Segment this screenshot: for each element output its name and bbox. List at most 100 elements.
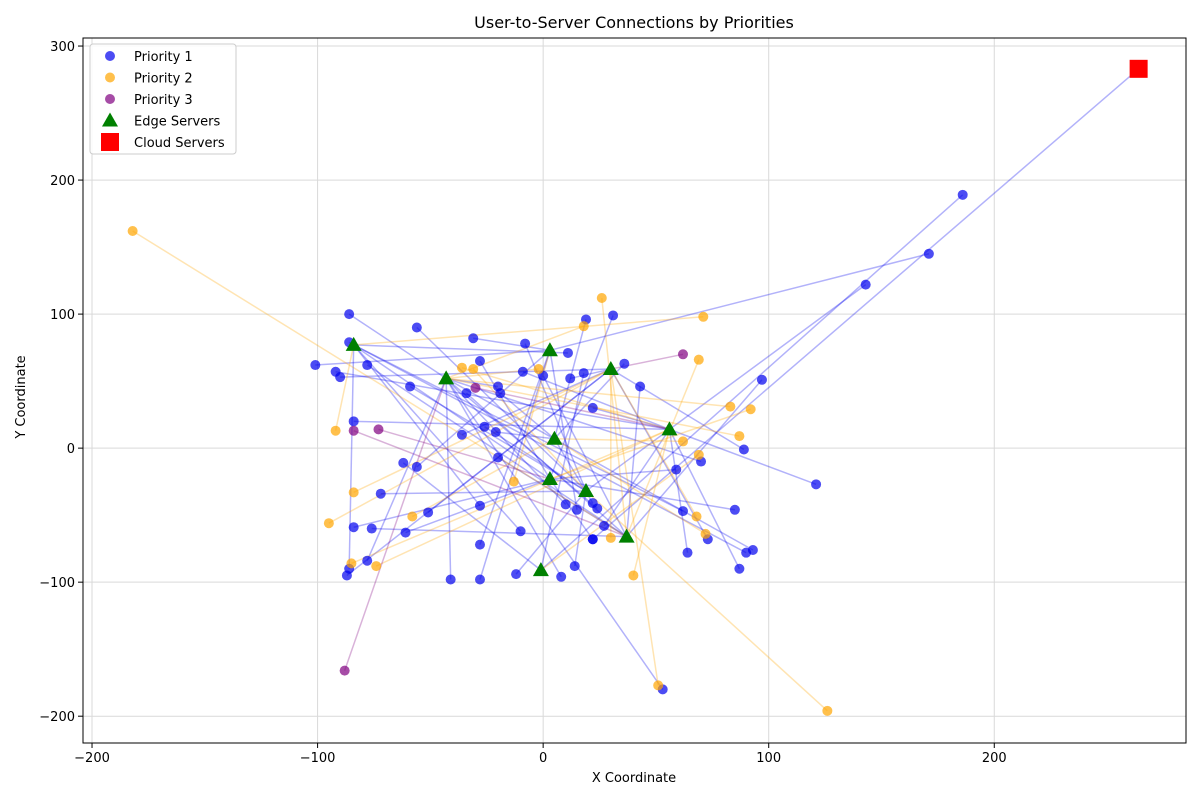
data-point[interactable] — [734, 431, 745, 442]
data-point[interactable] — [923, 248, 934, 259]
data-point[interactable] — [407, 511, 418, 522]
data-point[interactable] — [366, 523, 377, 534]
data-point[interactable] — [348, 522, 359, 533]
data-point[interactable] — [691, 511, 702, 522]
data-point[interactable] — [127, 226, 138, 237]
data-point[interactable] — [565, 373, 576, 384]
data-point[interactable] — [323, 518, 334, 529]
data-point[interactable] — [398, 457, 409, 468]
data-point[interactable] — [677, 349, 688, 360]
data-point[interactable] — [682, 547, 693, 558]
data-point[interactable] — [375, 488, 386, 499]
data-point[interactable] — [411, 322, 422, 333]
data-point[interactable] — [578, 368, 589, 379]
data-point[interactable] — [671, 464, 682, 475]
edge-server-marker[interactable] — [661, 421, 678, 436]
data-point[interactable] — [493, 452, 504, 463]
data-point[interactable] — [738, 444, 749, 455]
data-point[interactable] — [490, 427, 501, 438]
data-point[interactable] — [362, 555, 373, 566]
data-point[interactable] — [346, 558, 357, 569]
data-point[interactable] — [592, 503, 603, 514]
data-point[interactable] — [348, 487, 359, 498]
data-point[interactable] — [445, 574, 456, 585]
data-point[interactable] — [587, 402, 598, 413]
data-point[interactable] — [635, 381, 646, 392]
data-point[interactable] — [423, 507, 434, 518]
data-point[interactable] — [560, 499, 571, 510]
data-point[interactable] — [587, 534, 598, 545]
data-point[interactable] — [468, 333, 479, 344]
data-point[interactable] — [556, 571, 567, 582]
data-point[interactable] — [860, 279, 871, 290]
data-point[interactable] — [373, 424, 384, 435]
data-point[interactable] — [653, 680, 664, 691]
data-point[interactable] — [700, 528, 711, 539]
data-point[interactable] — [608, 310, 619, 321]
data-point[interactable] — [468, 364, 479, 375]
data-point[interactable] — [461, 388, 472, 399]
data-point[interactable] — [619, 358, 630, 369]
data-point[interactable] — [371, 561, 382, 572]
data-point[interactable] — [456, 362, 467, 373]
edge-server-marker[interactable] — [578, 483, 595, 498]
data-point[interactable] — [677, 436, 688, 447]
data-point[interactable] — [811, 479, 822, 490]
edge-server-marker[interactable] — [541, 470, 558, 485]
data-point[interactable] — [515, 526, 526, 537]
data-point[interactable] — [698, 311, 709, 322]
data-point[interactable] — [562, 347, 573, 358]
data-point[interactable] — [348, 416, 359, 427]
data-point[interactable] — [508, 476, 519, 487]
data-point[interactable] — [729, 504, 740, 515]
data-point[interactable] — [341, 570, 352, 581]
data-point[interactable] — [330, 425, 341, 436]
edge-server-marker[interactable] — [602, 361, 619, 376]
data-point[interactable] — [725, 401, 736, 412]
data-point[interactable] — [693, 449, 704, 460]
data-point[interactable] — [348, 425, 359, 436]
data-point[interactable] — [411, 461, 422, 472]
data-point[interactable] — [571, 504, 582, 515]
edge-server-marker[interactable] — [541, 342, 558, 357]
data-point[interactable] — [456, 429, 467, 440]
data-point[interactable] — [628, 570, 639, 581]
data-point[interactable] — [745, 404, 756, 415]
data-point[interactable] — [693, 354, 704, 365]
data-point[interactable] — [677, 506, 688, 517]
data-point[interactable] — [495, 388, 506, 399]
data-point[interactable] — [756, 374, 767, 385]
data-point[interactable] — [405, 381, 416, 392]
data-point[interactable] — [599, 520, 610, 531]
data-point[interactable] — [470, 382, 481, 393]
edge-server-marker[interactable] — [438, 370, 455, 385]
data-point[interactable] — [533, 364, 544, 375]
data-point[interactable] — [362, 360, 373, 371]
data-point[interactable] — [344, 309, 355, 320]
data-point[interactable] — [596, 293, 607, 304]
data-point[interactable] — [474, 539, 485, 550]
data-point[interactable] — [605, 532, 616, 543]
data-point[interactable] — [474, 500, 485, 511]
edge-server-marker[interactable] — [345, 336, 362, 351]
data-point[interactable] — [479, 421, 490, 432]
data-point[interactable] — [511, 569, 522, 580]
data-point[interactable] — [578, 321, 589, 332]
data-point[interactable] — [474, 356, 485, 367]
edge-server-marker[interactable] — [618, 528, 635, 543]
data-point[interactable] — [569, 561, 580, 572]
data-point[interactable] — [520, 338, 531, 349]
data-point[interactable] — [747, 544, 758, 555]
edge-server-marker[interactable] — [546, 430, 563, 445]
data-point[interactable] — [734, 563, 745, 574]
data-point[interactable] — [822, 705, 833, 716]
data-point[interactable] — [400, 527, 411, 538]
data-point[interactable] — [474, 574, 485, 585]
edge-server-marker[interactable] — [532, 562, 549, 577]
data-point[interactable] — [310, 360, 321, 371]
data-point[interactable] — [957, 189, 968, 200]
data-point[interactable] — [339, 665, 350, 676]
cloud-server-marker[interactable] — [1129, 59, 1148, 78]
data-point[interactable] — [335, 372, 346, 383]
data-point[interactable] — [517, 366, 528, 377]
